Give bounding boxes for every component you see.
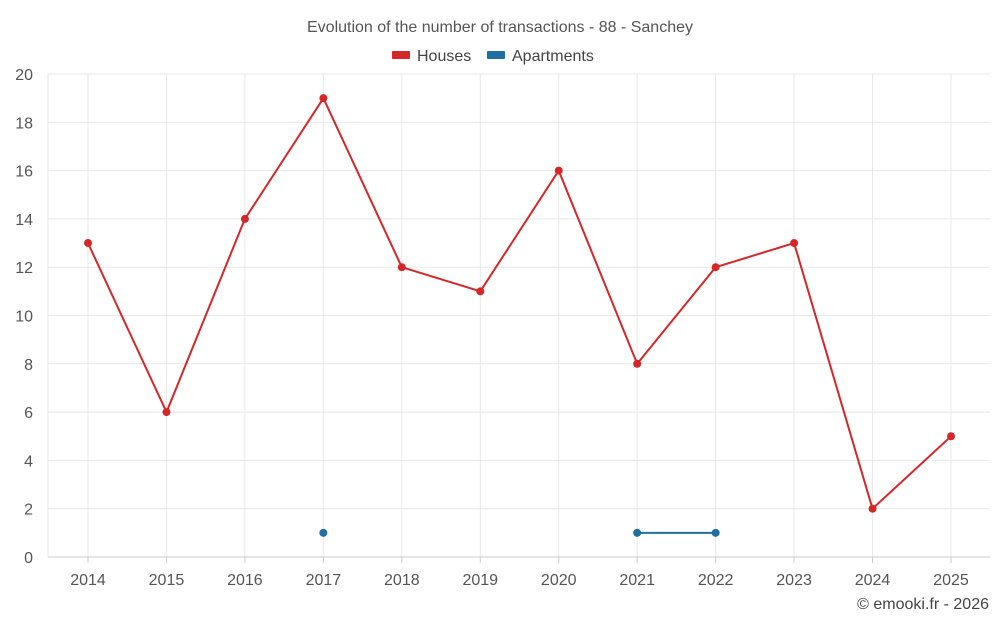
y-tick-label: 4 <box>24 453 33 470</box>
data-point-houses[interactable] <box>162 408 171 417</box>
x-tick-label: 2016 <box>227 572 263 589</box>
series <box>84 94 955 537</box>
chart-title: Evolution of the number of transactions … <box>307 19 693 36</box>
x-tick-label: 2015 <box>149 572 185 589</box>
y-tick-label: 2 <box>24 502 33 519</box>
data-point-houses[interactable] <box>84 239 92 248</box>
x-tick-label: 2020 <box>541 572 577 589</box>
data-point-houses[interactable] <box>711 263 720 272</box>
x-tick-label: 2014 <box>70 572 106 589</box>
x-tick-label: 2017 <box>306 572 342 589</box>
x-tick-label: 2022 <box>698 572 734 589</box>
data-point-apartments[interactable] <box>633 528 642 537</box>
y-tick-label: 0 <box>24 550 33 567</box>
data-point-houses[interactable] <box>397 263 406 272</box>
legend-label-apartments: Apartments <box>512 48 594 65</box>
y-tick-label: 10 <box>15 309 33 326</box>
legend-swatch-apartments <box>487 51 505 59</box>
series-apartments <box>319 528 720 537</box>
series-line-houses <box>87 97 952 510</box>
y-tick-label: 14 <box>15 212 33 229</box>
credit-text: © emooki.fr - 2026 <box>857 596 989 613</box>
data-point-houses[interactable] <box>319 94 328 103</box>
chart-legend: Houses Apartments <box>392 48 594 65</box>
data-point-houses[interactable] <box>554 166 563 175</box>
data-point-houses[interactable] <box>790 239 799 248</box>
data-point-houses[interactable] <box>633 359 642 368</box>
data-point-houses[interactable] <box>868 504 877 513</box>
axes: 0 2 4 6 8 10 12 14 16 18 20 2014 2015 2016 2017 2018 201… <box>15 67 990 589</box>
x-tick-label: 2018 <box>384 572 420 589</box>
x-tick-label: 2019 <box>462 572 498 589</box>
data-point-apartments[interactable] <box>319 528 328 537</box>
y-tick-label: 12 <box>15 260 33 277</box>
series-houses <box>84 94 955 513</box>
legend-item-apartments[interactable]: Apartments <box>487 48 594 65</box>
y-tick-label: 18 <box>15 115 33 132</box>
data-point-houses[interactable] <box>240 214 249 223</box>
legend-swatch-houses <box>392 51 410 59</box>
legend-label-houses: Houses <box>417 48 471 65</box>
data-point-apartments[interactable] <box>711 528 720 537</box>
x-tick-label: 2024 <box>855 572 891 589</box>
x-tick-label: 2025 <box>933 572 969 589</box>
y-tick-label: 20 <box>15 67 33 84</box>
y-tick-label: 8 <box>24 357 33 374</box>
x-tick-label: 2021 <box>619 572 655 589</box>
grid <box>48 73 990 557</box>
x-tick-label: 2023 <box>776 572 812 589</box>
legend-item-houses[interactable]: Houses <box>392 48 471 65</box>
data-point-houses[interactable] <box>476 287 485 296</box>
y-tick-label: 6 <box>24 405 33 422</box>
data-point-houses[interactable] <box>947 432 955 441</box>
y-tick-label: 16 <box>15 164 33 181</box>
